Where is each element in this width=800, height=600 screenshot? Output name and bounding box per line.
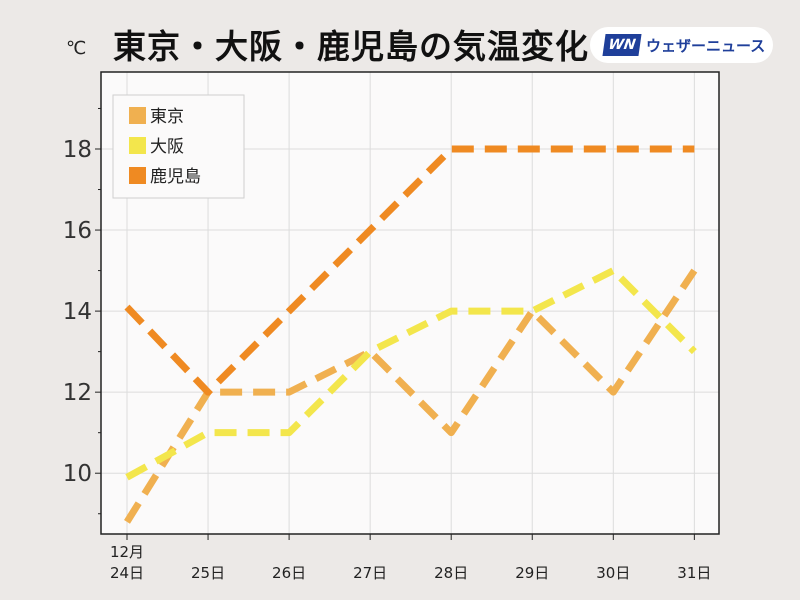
unit-label: ℃ [66, 38, 87, 59]
weathernews-logo: WN ウェザーニュース [590, 27, 773, 63]
legend-label: 東京 [150, 107, 184, 127]
y-tick-label: 14 [63, 299, 92, 325]
series-layer [124, 145, 698, 524]
legend-swatch [129, 167, 146, 184]
x-tick-label: 25日 [191, 564, 225, 582]
page-title: 東京・大阪・鹿児島の気温変化 [113, 27, 589, 66]
y-tick-label: 12 [63, 380, 92, 406]
y-tick-label: 18 [63, 137, 92, 163]
x-tick-label: 26日 [272, 564, 306, 582]
x-tick-label: 29日 [515, 564, 549, 582]
logo-text: ウェザーニュース [646, 37, 766, 55]
y-tick-label: 16 [63, 218, 92, 244]
plot-frame [100, 71, 720, 535]
x-tick-label: 31日 [677, 564, 711, 582]
series-line-2 [124, 145, 695, 396]
axes: 10 12 14 16 18 12月 24日 25日 26日 27日 28日 29日 30日 31日 [63, 71, 720, 582]
x-tick-label: 28日 [434, 564, 468, 582]
legend-swatch [129, 137, 146, 154]
series-line-1 [125, 267, 697, 481]
series-line-0 [124, 268, 698, 524]
y-tick-label: 10 [63, 461, 92, 487]
legend-label: 鹿児島 [150, 167, 201, 187]
x-tick-label: 12月 24日 [110, 543, 144, 582]
x-tick-label: 30日 [596, 564, 630, 582]
x-tick-label: 27日 [353, 564, 387, 582]
legend-swatch [129, 107, 146, 124]
legend-label: 大阪 [150, 137, 184, 157]
